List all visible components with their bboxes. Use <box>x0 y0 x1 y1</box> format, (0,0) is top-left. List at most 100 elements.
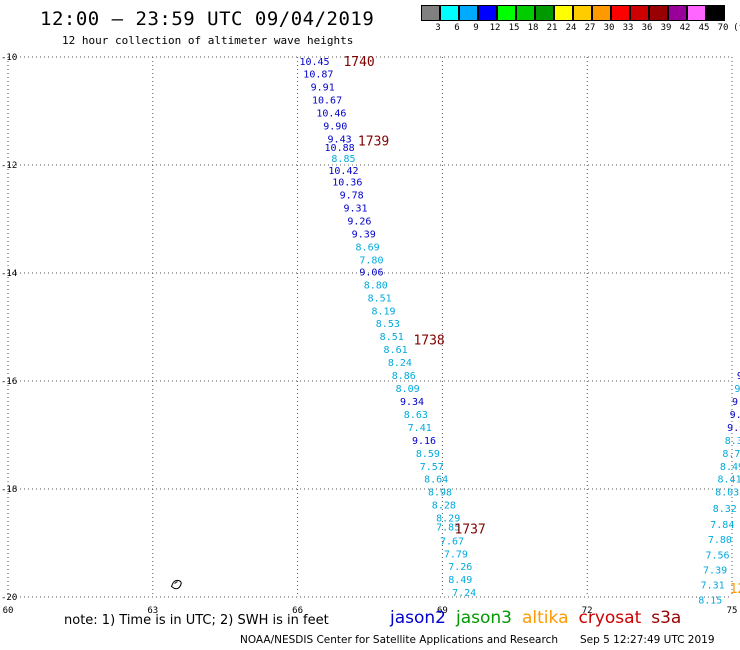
wave-height-label: 8.41 <box>718 475 740 486</box>
wave-height-label: 9.90 <box>323 122 347 133</box>
color-swatch <box>611 5 630 21</box>
color-swatch-label: 39 <box>660 23 672 33</box>
wave-height-label: 9 <box>737 371 740 382</box>
color-swatch <box>554 5 573 21</box>
color-swatch <box>668 5 687 21</box>
page-title: 12:00 – 23:59 UTC 09/04/2019 <box>40 8 375 30</box>
wave-height-label: 8.51 <box>368 293 392 304</box>
wave-height-label: 10.67 <box>312 96 342 107</box>
color-swatch-label: 70 <box>717 23 729 33</box>
wave-height-label: 8.61 <box>384 345 408 356</box>
legend-entry: jason2 <box>390 608 446 628</box>
wave-height-label: 8.24 <box>388 358 412 369</box>
lat-tick-label: -12 <box>1 161 17 171</box>
wave-height-label: 10.36 <box>332 178 362 189</box>
wave-height-label: 8.49 <box>448 575 472 586</box>
wave-height-label: 8.80 <box>364 280 388 291</box>
color-swatch <box>421 5 440 21</box>
wave-height-label: 8.49 <box>720 462 740 473</box>
lon-tick-label: 69 <box>437 606 448 616</box>
legend-entry: cryosat <box>578 608 642 628</box>
color-swatch <box>478 5 497 21</box>
color-swatch-label: 12 <box>489 23 501 33</box>
wave-height-label: 9 <box>734 384 740 395</box>
color-swatch <box>687 5 706 21</box>
color-swatch-label: 15 <box>508 23 520 33</box>
wave-height-label: 7.57 <box>420 462 444 473</box>
wave-height-label: 10.45 <box>299 57 329 68</box>
color-swatch-label: 33 <box>622 23 634 33</box>
wave-height-label: 7.56 <box>705 550 729 561</box>
wave-height-label: 8.86 <box>392 371 416 382</box>
wave-height-label: 10.87 <box>303 70 333 81</box>
lon-tick-label: 66 <box>292 606 303 616</box>
agency-credit: NOAA/NESDIS Center for Satellite Applica… <box>240 634 558 646</box>
lat-tick-label: -14 <box>1 269 17 279</box>
wave-height-label: 10.46 <box>316 109 346 120</box>
wave-height-label: 8.59 <box>416 449 440 460</box>
color-swatch <box>706 5 725 21</box>
color-swatch <box>649 5 668 21</box>
wave-height-label: 8.32 <box>713 504 737 515</box>
wave-height-label: 8.72 <box>722 449 740 460</box>
color-swatch <box>592 5 611 21</box>
wave-height-label: 7.79 <box>444 549 468 560</box>
wave-height-label: 8.28 <box>432 501 456 512</box>
legend-entry: altika <box>522 608 569 628</box>
wave-height-label: 9.34 <box>400 397 424 408</box>
wave-height-label: 9.06 <box>359 267 383 278</box>
color-swatch-label: 30 <box>603 23 615 33</box>
wave-height-label: 8.69 <box>356 243 380 254</box>
wave-height-label: 8.03 <box>715 488 739 499</box>
wave-height-label: 9.91 <box>311 83 335 94</box>
wave-height-label: 8.51 <box>380 332 404 343</box>
color-swatch <box>573 5 592 21</box>
wave-height-label: 9.26 <box>347 217 371 228</box>
lat-tick-label: -18 <box>1 485 17 495</box>
coastline-icon <box>170 579 182 590</box>
wave-height-label: 8.85 <box>331 154 355 165</box>
wave-height-label: 8.19 <box>371 306 395 317</box>
wave-height-label: 8.53 <box>376 319 400 330</box>
wave-height-label: 9 <box>732 397 738 408</box>
satellite-legend: jason2 jason3 altika cryosat s3a <box>390 608 691 628</box>
color-swatch-label: 36 <box>641 23 653 33</box>
wave-height-label: 7.85 <box>436 522 460 533</box>
lat-tick-label: -10 <box>1 53 17 63</box>
color-swatch-label: 9 <box>473 23 479 33</box>
wave-height-label: 9. <box>730 410 740 421</box>
color-swatch-label: 24 <box>565 23 577 33</box>
color-swatch <box>630 5 649 21</box>
legend-entry: jason3 <box>456 608 512 628</box>
pass-time-label: 1739 <box>358 135 389 150</box>
wave-height-label: 8.29 <box>436 514 460 525</box>
legend-entry: s3a <box>651 608 682 628</box>
wave-height-label: 8.09 <box>396 384 420 395</box>
lon-tick-label: 63 <box>147 606 158 616</box>
lat-tick-label: -16 <box>1 377 17 387</box>
wave-height-label: 8.63 <box>404 410 428 421</box>
wave-height-label: 9.78 <box>340 191 364 202</box>
color-swatch <box>535 5 554 21</box>
wave-height-label: 7.80 <box>708 535 732 546</box>
color-swatch-label: 3 <box>435 23 441 33</box>
lat-tick-label: -20 <box>1 593 17 603</box>
wave-height-label: 10.88 <box>325 143 355 154</box>
wave-height-label: 8.15 <box>698 596 722 607</box>
wave-height-label: 10.42 <box>328 166 358 177</box>
wave-height-label: 7.80 <box>359 256 383 267</box>
wave-height-label: 7.24 <box>452 588 476 599</box>
color-swatch <box>516 5 535 21</box>
wave-height-label: 9.43 <box>328 135 352 146</box>
wave-height-label: 8.98 <box>428 488 452 499</box>
lon-tick-label: 72 <box>582 606 593 616</box>
pass-time-label: 12 <box>730 582 740 597</box>
color-swatch <box>459 5 478 21</box>
color-swatch-label: 45 <box>698 23 710 33</box>
lon-tick-label: 60 <box>3 606 14 616</box>
wave-height-label: 7.67 <box>440 536 464 547</box>
wave-height-label: 8.64 <box>424 475 448 486</box>
wave-height-label: 8.3 <box>725 436 740 447</box>
color-swatch <box>440 5 459 21</box>
